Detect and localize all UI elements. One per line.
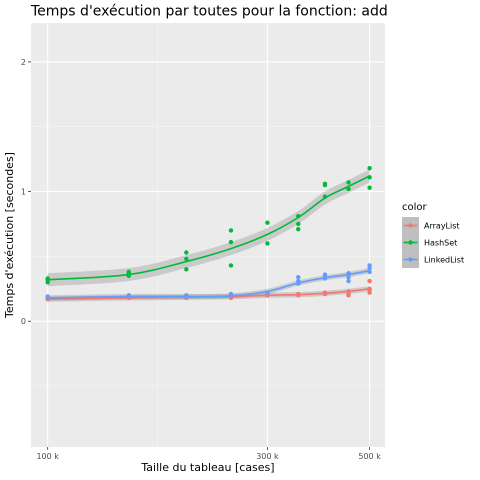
axis-ticks: 0 1 2 100 k 300 k 500 k [21,58,381,461]
legend-title: color [402,202,428,213]
y-tick-label: 1 [21,188,26,197]
chart-title: Temps d'exécution par toutes pour la fon… [30,4,388,20]
point-hashset [367,166,372,171]
point-hashset [184,250,189,255]
point-hashset [228,239,234,245]
smooth-lines [47,175,370,300]
point-arraylist [367,278,372,284]
y-axis-title: Temps d'exécution [secondes] [3,152,16,319]
point-hashset [228,228,234,233]
legend: color ArrayList HashSet LinkedList [402,202,464,268]
point-hashset [296,221,301,227]
plot-panel [31,23,385,447]
point-hashset [126,269,131,275]
point-hashset [184,256,189,262]
legend-label-hashset: HashSet [424,239,457,248]
point-hashset [296,226,301,232]
line-hashset [47,175,370,281]
legend-label-linkedlist: LinkedList [424,256,464,265]
point-hashset [228,263,234,268]
point-linkedlist [322,272,328,277]
ribbon-hashset [47,169,370,287]
y-tick-label: 0 [21,317,26,326]
point-hashset [322,181,328,186]
line-linkedlist [47,269,370,299]
point-linkedlist [346,274,351,280]
line-arraylist [47,288,370,300]
legend-point-hashset [408,240,413,245]
point-hashset [367,185,372,190]
legend-point-arraylist [408,223,413,228]
point-arraylist [346,291,351,297]
x-tick-label: 500 k [358,452,381,461]
x-tick-label: 100 k [36,452,59,461]
point-hashset [346,180,351,185]
point-hashset [346,186,351,192]
legend-label-arraylist: ArrayList [424,222,460,231]
point-hashset [265,241,270,246]
point-linkedlist [346,278,351,284]
y-tick-label: 2 [21,58,26,67]
point-hashset [184,267,189,272]
point-linkedlist [367,263,372,268]
point-hashset [265,220,270,225]
legend-point-linkedlist [408,257,413,262]
point-linkedlist [296,274,301,280]
x-tick-label: 300 k [256,452,279,461]
point-hashset [45,277,50,282]
x-axis-title: Taille du tableau [cases] [140,461,274,474]
